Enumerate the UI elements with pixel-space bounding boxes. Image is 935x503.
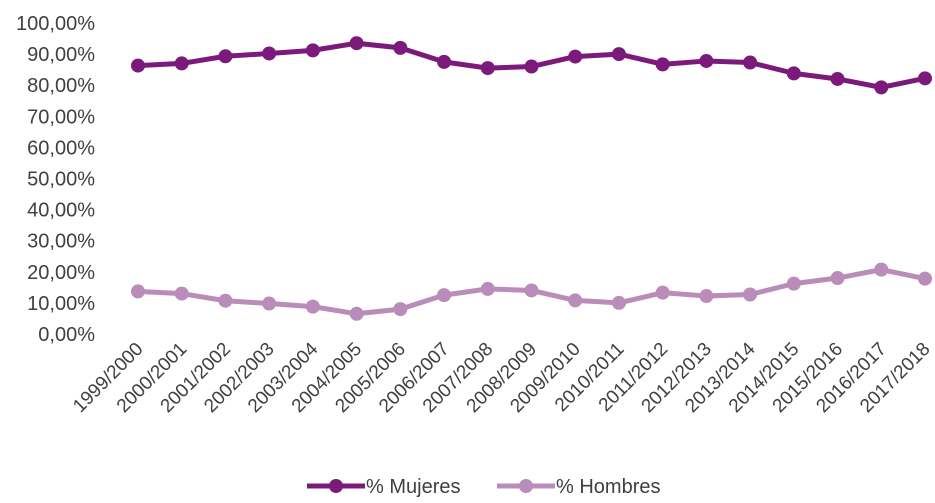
- data-point: [655, 285, 670, 300]
- data-point: [918, 71, 932, 86]
- legend: % Mujeres % Hombres: [307, 476, 660, 498]
- data-point: [874, 80, 889, 95]
- y-tick-label: 30,00%: [27, 231, 95, 253]
- data-point: [349, 306, 364, 321]
- data-point: [131, 284, 145, 299]
- data-point: [174, 286, 189, 301]
- data-point: [262, 46, 277, 61]
- legend-label: % Mujeres: [366, 476, 460, 498]
- data-point: [218, 293, 233, 308]
- y-tick-label: 80,00%: [27, 75, 95, 97]
- legend-marker: [329, 479, 343, 493]
- data-point: [655, 57, 670, 72]
- data-point: [305, 43, 320, 58]
- x-axis-ticks: 1999/20002000/20012001/20022002/20032003…: [69, 338, 934, 417]
- y-tick-label: 70,00%: [27, 106, 95, 128]
- data-point: [611, 47, 626, 62]
- data-point: [349, 36, 364, 51]
- data-point: [568, 293, 583, 308]
- data-point: [480, 61, 495, 76]
- data-point: [218, 49, 233, 64]
- y-tick-label: 100,00%: [16, 13, 95, 35]
- data-point: [524, 283, 539, 298]
- y-tick-label: 10,00%: [27, 293, 95, 315]
- legend-label: % Hombres: [556, 476, 660, 498]
- data-point: [743, 55, 758, 70]
- data-point: [568, 49, 583, 64]
- data-point: [699, 289, 714, 304]
- data-point: [393, 40, 408, 55]
- y-tick-label: 50,00%: [27, 169, 95, 191]
- data-point: [305, 299, 320, 314]
- data-point: [743, 287, 758, 302]
- data-point: [874, 262, 889, 277]
- data-point: [786, 276, 801, 291]
- data-point: [699, 53, 714, 68]
- data-point: [393, 302, 408, 317]
- data-point: [262, 296, 277, 311]
- data-point: [524, 59, 539, 74]
- y-tick-label: 90,00%: [27, 44, 95, 66]
- data-point: [174, 56, 189, 71]
- y-axis-ticks: 0,00% 10,00% 20,00% 30,00% 40,00% 50,00% 60,00…: [16, 13, 95, 346]
- series-1: [131, 36, 932, 95]
- y-tick-label: 20,00%: [27, 262, 95, 284]
- series-layer: [131, 36, 932, 321]
- data-point: [830, 71, 845, 86]
- data-point: [611, 295, 626, 310]
- series-2: [131, 262, 932, 321]
- data-point: [480, 281, 495, 296]
- legend-marker: [519, 479, 533, 493]
- data-point: [786, 66, 801, 81]
- data-point: [437, 54, 452, 69]
- data-point: [437, 288, 452, 303]
- data-point: [131, 58, 145, 73]
- y-tick-label: 0,00%: [38, 324, 95, 346]
- y-tick-label: 40,00%: [27, 200, 95, 222]
- y-tick-label: 60,00%: [27, 137, 95, 159]
- data-point: [830, 271, 845, 286]
- data-point: [918, 271, 932, 286]
